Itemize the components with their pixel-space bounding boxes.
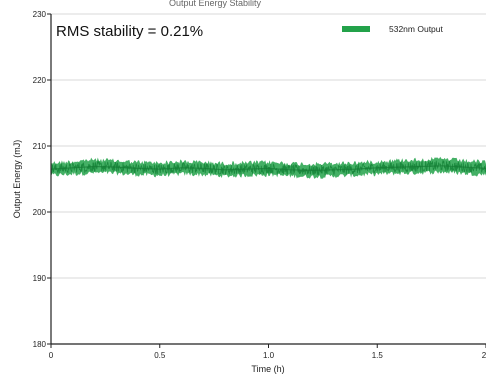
y-tick-label: 230 <box>33 10 47 19</box>
legend-swatch-532nm <box>342 26 370 32</box>
series-line-532nm <box>50 159 486 176</box>
legend-label-532nm: 532nm Output <box>389 24 444 34</box>
x-tick-label: 1.5 <box>372 351 384 360</box>
x-tick-label: 0.5 <box>154 351 166 360</box>
x-axis-label: Time (h) <box>251 364 284 374</box>
y-tick-label: 180 <box>33 340 47 349</box>
chart-title-fragment: Output Energy Stability <box>169 0 262 8</box>
y-tick-label: 210 <box>33 142 47 151</box>
data-layer <box>50 156 486 179</box>
x-tick-label: 2 <box>482 351 486 360</box>
axes <box>50 14 486 345</box>
y-tick-label: 220 <box>33 76 47 85</box>
series-mean-532nm <box>50 165 486 172</box>
y-axis-label: Output Energy (mJ) <box>12 140 22 219</box>
rms-annotation: RMS stability = 0.21% <box>56 23 203 40</box>
y-tick-label: 190 <box>33 274 47 283</box>
y-tick-label: 200 <box>33 208 47 217</box>
tick-labels: 180 190 200 210 220 230 0 0.5 1.0 1.5 2 <box>33 10 486 360</box>
x-tick-label: 1.0 <box>263 351 275 360</box>
gridlines <box>51 13 486 279</box>
x-tick-label: 0 <box>49 351 54 360</box>
legend: 532nm Output <box>342 24 444 34</box>
